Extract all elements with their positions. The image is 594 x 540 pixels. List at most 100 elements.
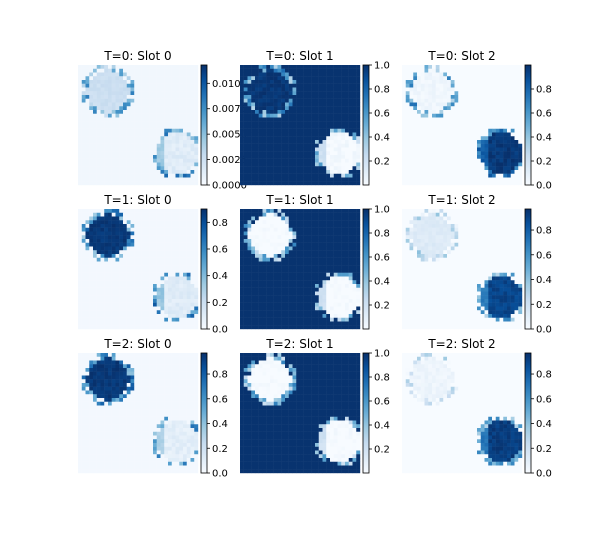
heatmap-cell xyxy=(311,76,316,81)
heatmap-cell xyxy=(341,72,346,77)
heatmap-cell xyxy=(247,306,252,311)
heatmap-cell xyxy=(247,224,252,228)
heatmap-cell xyxy=(78,91,82,96)
heatmap-cell xyxy=(168,181,172,186)
heatmap-cell xyxy=(447,151,451,156)
heatmap-cell xyxy=(156,280,161,285)
heatmap-cell xyxy=(270,216,274,221)
heatmap-cell xyxy=(507,110,511,114)
heatmap-cell xyxy=(273,143,278,148)
heatmap-cell xyxy=(156,317,161,322)
heatmap-cell xyxy=(277,117,282,122)
heatmap-cell xyxy=(296,231,301,236)
heatmap-cell xyxy=(119,254,124,258)
heatmap-cell xyxy=(160,68,165,73)
heatmap-cell xyxy=(326,295,331,300)
heatmap-cell xyxy=(341,216,346,221)
heatmap-cell xyxy=(432,87,436,92)
heatmap-cell xyxy=(175,140,180,144)
heatmap-cell xyxy=(352,72,357,77)
heatmap-cell xyxy=(488,87,493,92)
heatmap-cell xyxy=(171,310,176,315)
heatmap-cell xyxy=(78,76,82,81)
heatmap-cell xyxy=(318,87,323,92)
heatmap-cell xyxy=(402,121,406,126)
heatmap-cell xyxy=(247,170,252,174)
heatmap-cell xyxy=(307,177,312,182)
heatmap-cell xyxy=(330,102,334,107)
heatmap-cell xyxy=(417,136,421,141)
heatmap-cell xyxy=(156,257,161,262)
heatmap-cell xyxy=(348,235,353,240)
heatmap-cell xyxy=(341,257,346,262)
heatmap-cell xyxy=(318,151,323,156)
heatmap-cell xyxy=(251,287,256,292)
heatmap-cell xyxy=(488,132,493,137)
heatmap-cell xyxy=(333,128,338,133)
heatmap-cell xyxy=(96,83,101,88)
heatmap-cell xyxy=(315,121,319,126)
heatmap-cell xyxy=(168,254,172,258)
heatmap-cell xyxy=(307,269,312,273)
heatmap-cell xyxy=(473,158,478,163)
heatmap-cell xyxy=(168,166,172,171)
heatmap-cell xyxy=(507,143,511,148)
heatmap-cell xyxy=(432,80,436,84)
heatmap-cell xyxy=(130,72,135,77)
heatmap-cell xyxy=(447,95,451,99)
heatmap-cell xyxy=(402,170,406,174)
heatmap-cell xyxy=(153,140,157,144)
heatmap-cell xyxy=(348,276,353,281)
heatmap-cell xyxy=(281,132,286,137)
heatmap-cell xyxy=(164,68,169,73)
heatmap-cell xyxy=(300,246,304,251)
heatmap-cell xyxy=(240,299,244,303)
heatmap-cell xyxy=(307,125,312,129)
heatmap-cell xyxy=(262,132,267,137)
heatmap-cell xyxy=(240,76,244,81)
heatmap-cell xyxy=(104,302,109,307)
heatmap-cell xyxy=(171,155,176,159)
heatmap-cell xyxy=(175,80,180,84)
heatmap-cell xyxy=(160,102,165,107)
heatmap-cell xyxy=(413,102,418,107)
heatmap-cell xyxy=(292,287,297,292)
heatmap-cell xyxy=(477,87,481,92)
heatmap-cell xyxy=(405,117,410,122)
heatmap-cell xyxy=(93,91,97,96)
heatmap-cell xyxy=(405,98,410,103)
heatmap-cell xyxy=(186,265,191,270)
heatmap-cell xyxy=(266,166,271,171)
heatmap-cell xyxy=(93,83,97,88)
heatmap-cell xyxy=(126,80,131,84)
heatmap-cell xyxy=(153,136,157,141)
heatmap-cell xyxy=(311,287,316,292)
heatmap-cell xyxy=(130,239,135,243)
heatmap-cell xyxy=(285,106,289,111)
heatmap-cell xyxy=(469,80,474,84)
heatmap-cell xyxy=(447,177,451,182)
heatmap-cell xyxy=(179,287,184,292)
heatmap-cell xyxy=(93,299,97,303)
heatmap-cell xyxy=(428,91,433,96)
heatmap-cell xyxy=(447,162,451,167)
heatmap-cell xyxy=(300,91,304,96)
heatmap-cell xyxy=(93,250,97,255)
heatmap-cell xyxy=(405,166,410,171)
heatmap-cell xyxy=(194,158,199,163)
heatmap-cell xyxy=(454,143,459,148)
heatmap-cell xyxy=(300,280,304,285)
heatmap-cell xyxy=(183,68,187,73)
heatmap-cell xyxy=(296,65,301,69)
heatmap-cell xyxy=(352,287,357,292)
heatmap-cell xyxy=(134,76,139,81)
heatmap-cell xyxy=(78,325,82,330)
heatmap-cell xyxy=(130,280,135,285)
heatmap-cell xyxy=(194,110,199,114)
heatmap-cell xyxy=(247,162,252,167)
heatmap-cell xyxy=(507,76,511,81)
heatmap-cell xyxy=(356,80,361,84)
heatmap-cell xyxy=(270,147,274,152)
heatmap-cell xyxy=(296,173,301,178)
heatmap-cell xyxy=(315,284,319,288)
